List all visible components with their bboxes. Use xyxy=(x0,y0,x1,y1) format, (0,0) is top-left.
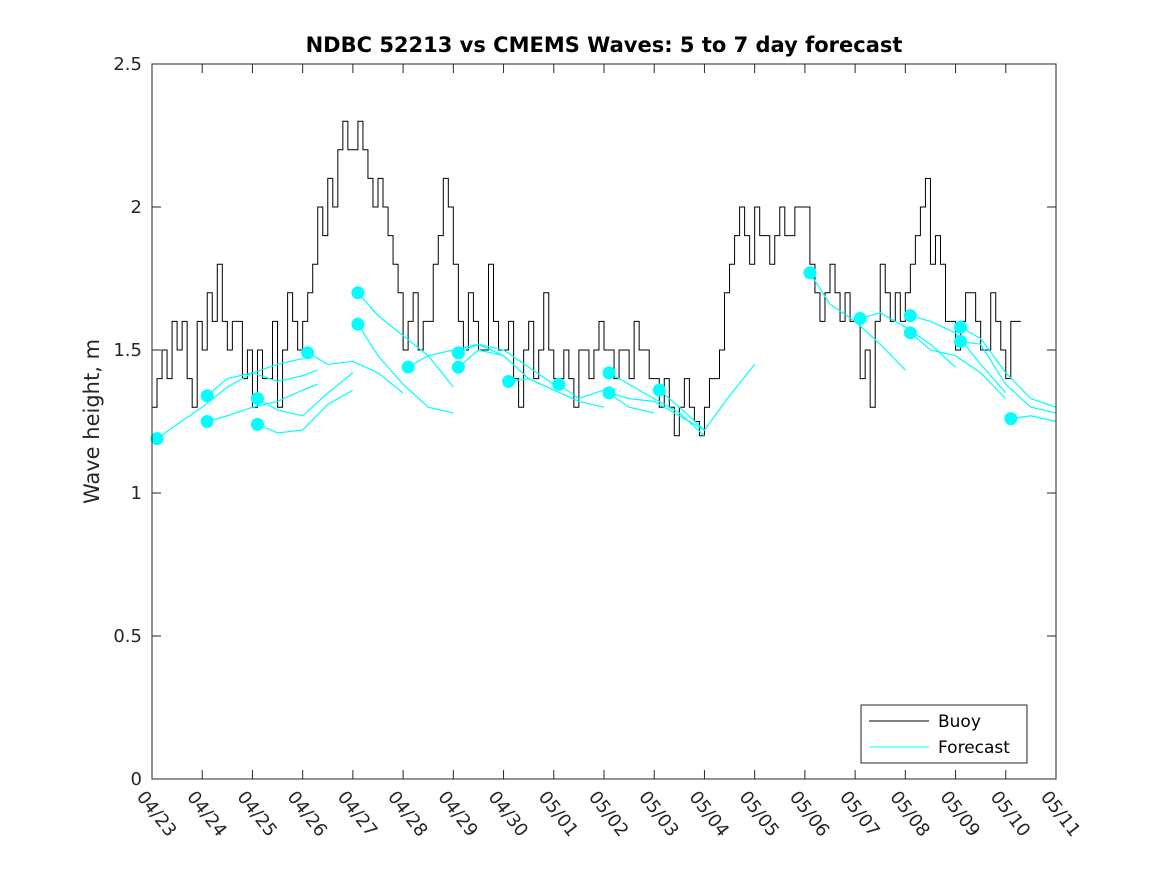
forecast-marker xyxy=(250,392,264,406)
y-axis-label: Wave height, m xyxy=(80,339,104,504)
x-tick-label: 05/02 xyxy=(584,787,632,841)
x-tick-label: 04/27 xyxy=(333,787,381,841)
forecast-marker xyxy=(451,360,465,374)
x-tick-label: 05/04 xyxy=(685,787,733,841)
legend-box xyxy=(860,704,1028,764)
y-tick-label: 0 xyxy=(131,769,142,790)
forecast-marker xyxy=(602,386,616,400)
legend-forecast-label: Forecast xyxy=(938,738,1010,758)
x-tick-label: 04/30 xyxy=(484,787,532,841)
forecast-line xyxy=(357,323,454,414)
forecast-line xyxy=(257,389,354,434)
forecast-marker xyxy=(150,432,164,446)
forecast-marker xyxy=(853,312,867,326)
x-tick-labels: 04/23 04/24 04/25 04/26 04/27 04/28 04/29 04/30… xyxy=(132,787,1084,841)
x-tick-label: 04/28 xyxy=(383,787,431,841)
forecast-line xyxy=(960,326,1057,408)
y-tick-label: 1.5 xyxy=(113,340,142,361)
forecast-line xyxy=(909,332,1007,400)
forecast-line xyxy=(357,292,454,388)
x-tick-label: 05/09 xyxy=(936,787,984,841)
buoy-series xyxy=(152,120,1021,437)
forecast-marker xyxy=(602,366,616,380)
forecast-marker xyxy=(451,346,465,360)
forecast-marker xyxy=(903,309,917,323)
y-tick-labels: 0 0.5 1 1.5 2 2.5 xyxy=(113,54,142,790)
y-tick-label: 1 xyxy=(131,483,142,504)
forecast-line xyxy=(206,369,318,397)
forecast-line xyxy=(960,340,1057,414)
forecast-marker xyxy=(652,383,666,397)
forecast-line xyxy=(156,357,303,440)
x-tick-label: 04/25 xyxy=(233,787,281,841)
forecast-marker xyxy=(351,317,365,331)
axis-ticks xyxy=(151,63,1057,780)
x-tick-label: 04/23 xyxy=(132,787,180,841)
buoy-line xyxy=(152,120,1021,437)
forecast-marker xyxy=(250,417,264,431)
forecast-line xyxy=(608,392,705,431)
forecast-line xyxy=(1010,415,1057,423)
forecast-marker xyxy=(552,377,566,391)
chart-title: NDBC 52213 vs CMEMS Waves: 5 to 7 day fo… xyxy=(306,33,903,57)
y-tick-label: 2.5 xyxy=(113,54,142,75)
x-tick-label: 05/01 xyxy=(534,787,582,841)
forecast-marker xyxy=(401,360,415,374)
x-tick-label: 05/11 xyxy=(1036,787,1084,841)
forecast-marker xyxy=(954,320,968,334)
x-tick-label: 05/06 xyxy=(785,787,833,841)
x-tick-label: 05/07 xyxy=(835,787,883,841)
y-tick-label: 2 xyxy=(131,197,142,218)
forecast-line xyxy=(257,372,354,417)
x-tick-label: 05/05 xyxy=(735,787,783,841)
forecast-line xyxy=(207,383,318,423)
forecast-line xyxy=(508,377,605,408)
x-tick-label: 04/24 xyxy=(182,787,230,841)
x-tick-label: 04/29 xyxy=(433,787,481,841)
legend-buoy-label: Buoy xyxy=(938,712,981,732)
plot-area xyxy=(152,64,1056,779)
forecast-marker xyxy=(351,286,365,300)
forecast-line xyxy=(910,315,1007,394)
forecast-markers xyxy=(150,266,1018,446)
x-tick-label: 04/26 xyxy=(283,787,331,841)
forecast-marker xyxy=(954,334,968,348)
x-tick-label: 05/03 xyxy=(634,787,682,841)
legend: Buoy Forecast xyxy=(860,704,1028,764)
y-tick-label: 0.5 xyxy=(113,626,142,647)
forecast-marker xyxy=(200,415,214,428)
forecast-line xyxy=(658,363,756,431)
forecast-marker xyxy=(301,346,315,360)
forecast-line xyxy=(458,343,555,385)
x-tick-label: 05/10 xyxy=(986,787,1034,841)
forecast-marker xyxy=(200,389,214,403)
forecast-marker xyxy=(803,266,817,280)
forecast-marker xyxy=(502,374,516,388)
forecast-marker xyxy=(1004,412,1018,426)
forecast-marker xyxy=(903,326,917,340)
x-tick-label: 05/08 xyxy=(885,787,933,841)
forecast-line xyxy=(307,352,404,394)
